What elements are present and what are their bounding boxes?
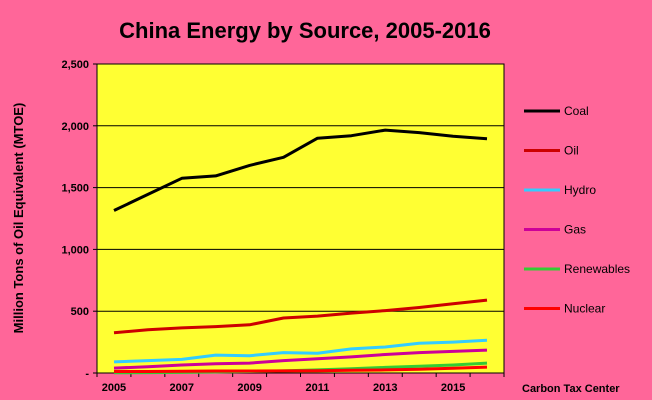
series-lines xyxy=(113,128,488,375)
x-axis-ticks: 2005 2007 2009 2011 2013 2015 xyxy=(96,373,505,394)
y-axis-label: Million Tons of Oil Equivalent (MTOE) xyxy=(11,103,26,334)
legend-label-hydro: Hydro xyxy=(564,183,596,197)
x-tick-label: 2011 xyxy=(306,382,330,394)
y-axis-ticks: - 500 1,000 1,500 2,000 2,500 xyxy=(61,59,97,380)
y-tick-label: 2,000 xyxy=(61,121,89,133)
chart-title: China Energy by Source, 2005-2016 xyxy=(119,18,491,43)
y-tick-label: 1,500 xyxy=(61,183,89,195)
series-line-oil xyxy=(113,298,488,335)
x-tick-label: 2015 xyxy=(441,382,465,394)
legend-label-nuclear: Nuclear xyxy=(564,302,605,316)
legend-label-renewables: Renewables xyxy=(564,262,630,276)
legend-label-oil: Oil xyxy=(564,144,579,158)
series-line-hydro xyxy=(113,338,488,364)
y-tick-label: 2,500 xyxy=(61,59,89,71)
y-tick-label: - xyxy=(85,368,89,380)
y-tick-label: 500 xyxy=(71,306,89,318)
legend-label-gas: Gas xyxy=(564,223,586,237)
x-tick-label: 2009 xyxy=(237,382,261,394)
legend: Coal Oil Hydro Gas Renewables Nuclear xyxy=(524,104,630,316)
source-label: Carbon Tax Center xyxy=(522,383,620,395)
series-line-coal xyxy=(113,128,488,212)
x-tick-label: 2013 xyxy=(373,382,397,394)
x-tick-label: 2007 xyxy=(170,382,194,394)
x-tick-label: 2005 xyxy=(102,382,126,394)
y-tick-label: 1,000 xyxy=(61,244,89,256)
legend-label-coal: Coal xyxy=(564,104,589,118)
series-line-gas xyxy=(113,348,488,370)
series-line-nuclear xyxy=(114,365,488,373)
plot-area xyxy=(96,63,505,374)
